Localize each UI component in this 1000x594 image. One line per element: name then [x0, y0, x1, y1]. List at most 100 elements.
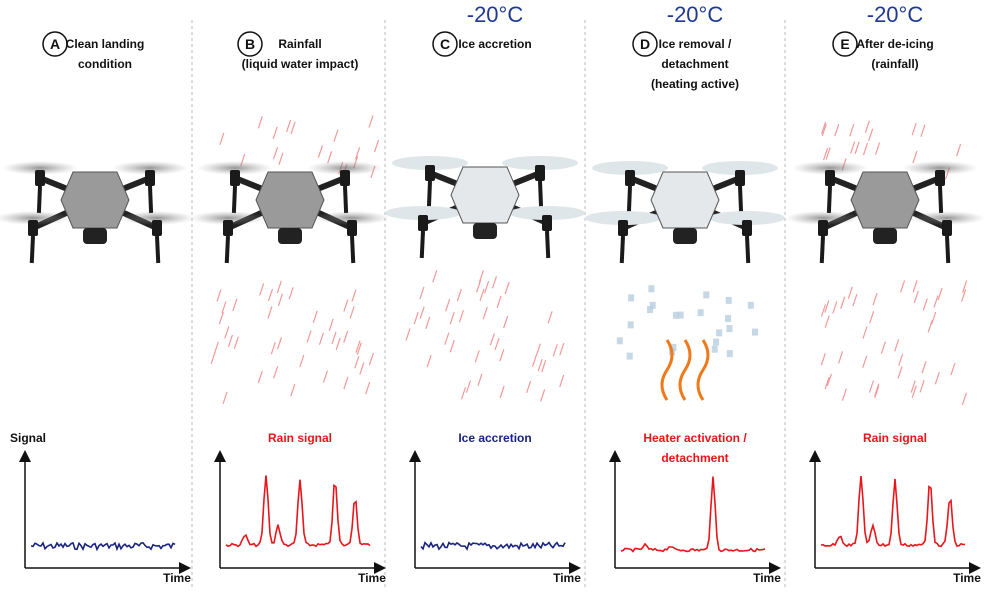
camera — [473, 223, 497, 239]
time-label: Time — [163, 571, 191, 585]
drone — [0, 161, 195, 264]
rain-streak — [832, 301, 838, 314]
rain-streak — [862, 142, 869, 156]
leg — [745, 235, 751, 264]
camera — [673, 228, 697, 244]
leg — [155, 235, 161, 264]
rain-streak — [273, 366, 279, 379]
rain-streak — [368, 115, 374, 128]
ice-chunk — [713, 338, 720, 346]
rain-streak — [351, 289, 357, 302]
trace-label: Ice accretion — [458, 431, 531, 445]
rain-streak — [872, 293, 878, 306]
leg — [148, 185, 154, 214]
rain-streak — [222, 391, 228, 405]
motor — [230, 170, 240, 186]
leg — [945, 235, 951, 264]
rain-streak — [327, 151, 333, 164]
rain-streak — [504, 281, 510, 295]
rain-streak — [335, 337, 341, 350]
rain-streak — [224, 326, 230, 339]
rain-streak — [277, 293, 284, 307]
motor — [825, 170, 835, 186]
rain-streak — [531, 354, 537, 368]
trace-label: Heater activation / — [643, 431, 747, 445]
temperature: -20°C — [667, 2, 724, 27]
rain-streak — [272, 126, 278, 140]
rain-streak — [317, 145, 324, 158]
motor — [742, 220, 752, 236]
signal-trace — [620, 476, 766, 553]
rain-streak — [933, 295, 939, 308]
rain-streak — [880, 341, 886, 354]
rain-streak — [956, 144, 962, 157]
motor — [418, 215, 428, 231]
rain-streak — [432, 270, 438, 283]
leg — [538, 180, 544, 209]
time-label: Time — [953, 571, 981, 585]
rain-streak — [343, 330, 349, 343]
ice-chunk — [647, 306, 654, 314]
rain-streak — [922, 298, 928, 311]
rain-streak — [259, 283, 265, 296]
rain-streak — [272, 147, 279, 160]
rain-streaks — [820, 280, 968, 406]
signal-label: Signal — [10, 431, 46, 445]
panel-letter: E — [840, 36, 849, 52]
rain-streak — [874, 385, 880, 399]
panel-letter: A — [50, 36, 60, 52]
rain-streak — [489, 333, 495, 346]
rain-streak — [499, 349, 505, 362]
rain-streak — [825, 147, 831, 160]
rain-streak — [333, 129, 339, 142]
ice-chunk — [626, 352, 633, 360]
rain-streak — [354, 355, 360, 369]
rotor-blur — [307, 161, 383, 175]
rain-streak — [494, 337, 500, 351]
panel-title: (rainfall) — [871, 57, 918, 71]
leg — [224, 235, 230, 264]
signal-trace — [820, 476, 966, 548]
ice-chunk — [703, 291, 710, 299]
ice-chunk — [697, 309, 704, 317]
drone — [785, 161, 985, 264]
ice-chunk — [670, 343, 677, 351]
leg — [826, 185, 832, 214]
motor — [735, 170, 745, 186]
rotor-blur — [385, 206, 461, 220]
rain-streak — [267, 306, 273, 319]
rain-streak — [419, 306, 425, 319]
rain-streak — [875, 142, 881, 155]
rotor-blur — [0, 211, 71, 225]
rain-streak — [290, 384, 296, 397]
rain-streak — [868, 128, 874, 141]
rain-streak — [218, 311, 224, 325]
panel-letter: B — [245, 36, 255, 52]
rain-streak — [365, 381, 371, 395]
rain-streak — [484, 280, 490, 294]
motor — [818, 220, 828, 236]
rain-streak — [821, 121, 827, 135]
ice-chunk — [725, 315, 732, 323]
rain-streak — [355, 340, 361, 353]
rotor-blur — [502, 156, 578, 170]
rain-streak — [822, 147, 829, 161]
rain-streak — [445, 299, 451, 312]
rain-streak — [937, 287, 943, 301]
rain-streak — [458, 310, 464, 323]
motor — [942, 220, 952, 236]
rotor-blur — [509, 206, 585, 220]
rain-streak — [850, 141, 856, 154]
signal-trace — [225, 475, 371, 548]
drone — [585, 161, 785, 264]
rain-streak — [477, 373, 483, 386]
rain-streak — [460, 387, 467, 400]
panel-title: Clean landing — [66, 37, 145, 51]
motor — [35, 170, 45, 186]
leg — [231, 185, 237, 214]
rain-streak — [894, 339, 900, 352]
rain-streak — [961, 289, 967, 302]
rain-streak — [912, 150, 918, 164]
motor — [935, 170, 945, 186]
motor — [618, 220, 628, 236]
